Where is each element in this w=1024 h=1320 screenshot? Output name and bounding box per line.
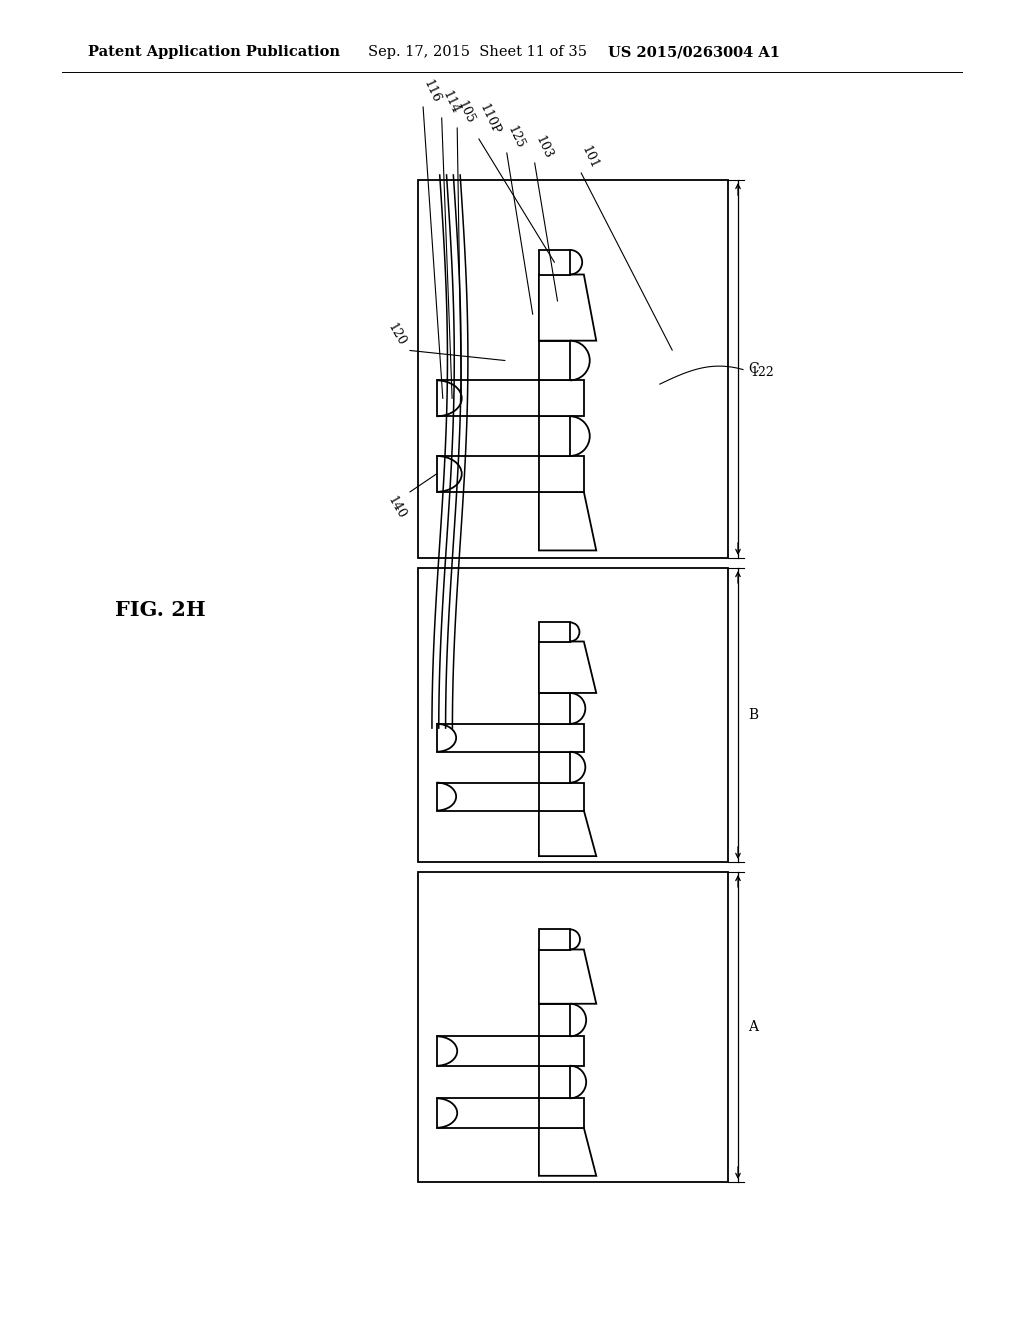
Bar: [418, 180, 728, 558]
Bar: [436, 783, 584, 810]
Text: 103: 103: [532, 133, 555, 161]
Bar: [436, 1098, 584, 1127]
Bar: [539, 752, 570, 783]
Text: C: C: [748, 362, 759, 376]
Bar: [436, 455, 584, 492]
Bar: [539, 416, 570, 455]
Polygon shape: [539, 1127, 596, 1176]
Text: 101: 101: [580, 144, 601, 172]
Bar: [436, 380, 584, 416]
Text: 140: 140: [385, 494, 408, 521]
Bar: [539, 341, 570, 380]
Polygon shape: [539, 642, 596, 693]
Polygon shape: [539, 810, 596, 857]
Text: 114: 114: [439, 88, 462, 116]
Text: 122: 122: [750, 366, 774, 379]
Text: FIG. 2H: FIG. 2H: [115, 601, 206, 620]
Text: 116: 116: [421, 78, 443, 106]
Text: 125: 125: [505, 124, 526, 150]
Bar: [436, 723, 584, 752]
Text: A: A: [748, 1020, 758, 1034]
Polygon shape: [539, 492, 596, 550]
Bar: [418, 873, 728, 1181]
Text: Patent Application Publication: Patent Application Publication: [88, 45, 340, 59]
Polygon shape: [539, 949, 596, 1003]
Bar: [539, 1003, 570, 1036]
Bar: [539, 623, 570, 642]
Bar: [539, 249, 570, 275]
Bar: [418, 568, 728, 862]
Bar: [436, 1036, 584, 1065]
Text: US 2015/0263004 A1: US 2015/0263004 A1: [608, 45, 780, 59]
Bar: [539, 929, 570, 949]
Bar: [539, 1065, 570, 1098]
Text: 105: 105: [456, 99, 477, 125]
Polygon shape: [539, 275, 596, 341]
Text: 120: 120: [385, 321, 408, 348]
Text: Sep. 17, 2015  Sheet 11 of 35: Sep. 17, 2015 Sheet 11 of 35: [368, 45, 587, 59]
Bar: [539, 693, 570, 723]
Text: 110P: 110P: [477, 102, 503, 137]
Text: B: B: [748, 708, 758, 722]
